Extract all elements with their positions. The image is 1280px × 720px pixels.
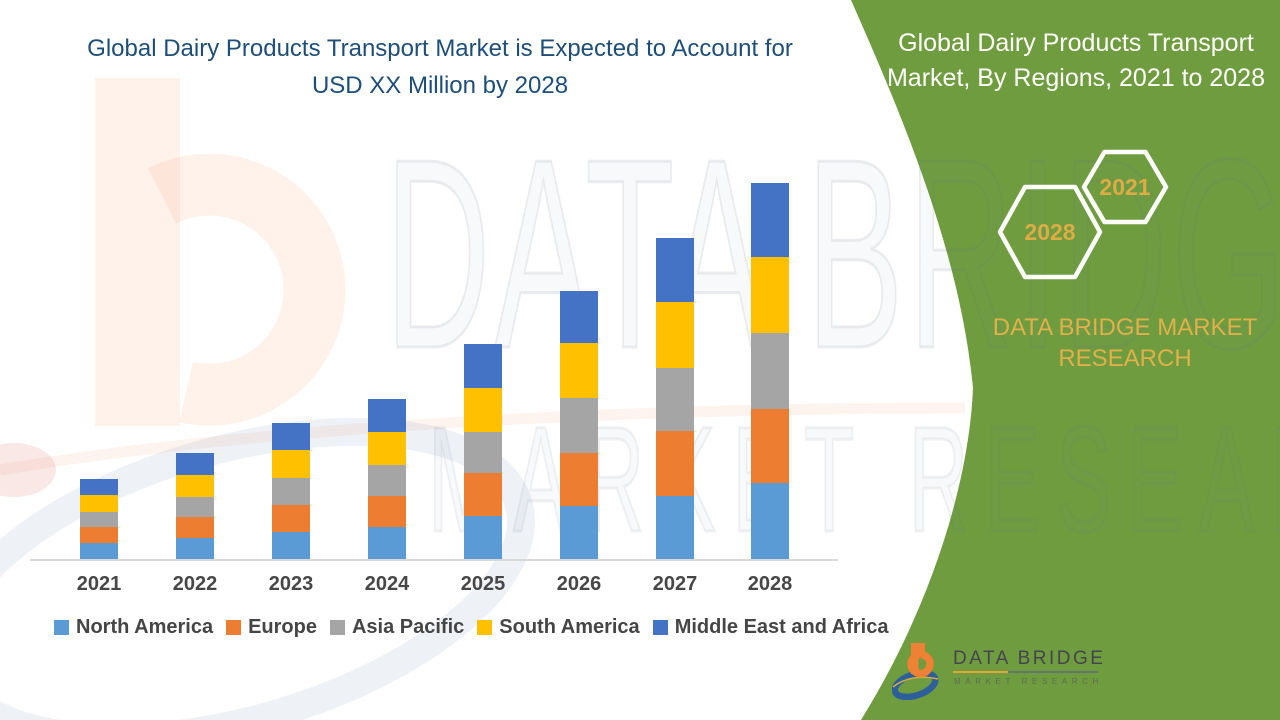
x-axis-line <box>30 559 838 561</box>
bar-segment-2023-asia-pacific <box>272 478 310 505</box>
watermark-logo-dot <box>0 443 56 497</box>
legend-label: Asia Pacific <box>351 616 465 638</box>
x-axis-label-2028: 2028 <box>747 573 793 595</box>
bar-segment-2025-north-america <box>464 516 502 559</box>
legend-item-asia-pacific: Asia Pacific <box>329 616 465 639</box>
x-axis-label-2023: 2023 <box>268 573 314 595</box>
bar-segment-2022-north-america <box>176 538 214 559</box>
x-axis-label-2022: 2022 <box>172 573 218 595</box>
legend-item-north-america: North America <box>54 616 213 639</box>
chart-title-line1: Global Dairy Products Transport Market i… <box>87 35 793 62</box>
legend-item-south-america: South America <box>477 616 640 639</box>
footer-logo-gold-line <box>892 676 939 688</box>
footer-logo-b-flag <box>911 643 925 652</box>
x-axis-label-2027: 2027 <box>652 573 698 595</box>
footer-logo-icon <box>892 643 939 700</box>
bar-segment-2021-europe <box>80 527 118 543</box>
bar-segment-2027-north-america <box>656 496 694 559</box>
chart-title: Global Dairy Products Transport Market i… <box>45 30 835 104</box>
x-axis-label-2025: 2025 <box>460 573 506 595</box>
bar-segment-2025-asia-pacific <box>464 432 502 473</box>
bar-segment-2027-south-america <box>656 302 694 368</box>
side-panel-heading: Global Dairy Products Transport Market, … <box>880 26 1272 96</box>
bar-segment-2027-asia-pacific <box>656 368 694 431</box>
bar-segment-2021-asia-pacific <box>80 512 118 527</box>
bar-segment-2023-north-america <box>272 532 310 559</box>
x-axis-label-2024: 2024 <box>364 573 410 595</box>
brand-name: DATA BRIDGE MARKET RESEARCH <box>960 312 1280 374</box>
bar-segment-2022-europe <box>176 517 214 538</box>
bar-segment-2028-europe <box>751 409 789 483</box>
bar-segment-2028-asia-pacific <box>751 333 789 409</box>
legend-swatch <box>54 620 69 635</box>
bar-segment-2026-middle-east-and-africa <box>560 291 598 343</box>
bar-segment-2027-europe <box>656 431 694 496</box>
bar-segment-2025-middle-east-and-africa <box>464 344 502 388</box>
legend-swatch <box>329 620 345 635</box>
hexagon-2028 <box>997 184 1103 280</box>
bar-segment-2022-middle-east-and-africa <box>176 453 214 475</box>
bar-segment-2021-north-america <box>80 543 118 559</box>
legend-label: South America <box>499 616 640 638</box>
bar-segment-2026-europe <box>560 453 598 506</box>
bar-segment-2022-south-america <box>176 475 214 497</box>
bar-segment-2025-europe <box>464 473 502 516</box>
bar-segment-2028-north-america <box>751 483 789 559</box>
bar-segment-2024-europe <box>368 496 406 527</box>
bar-segment-2026-asia-pacific <box>560 398 598 453</box>
footer-logo-b-bowl <box>907 650 934 678</box>
legend-label: Europe <box>248 616 317 638</box>
brand-name-line1: DATA BRIDGE MARKET <box>992 314 1258 341</box>
legend-item-middle-east-and-africa: Middle East and Africa <box>652 616 889 639</box>
watermark-logo-swoosh-line <box>0 402 966 476</box>
bar-segment-2025-south-america <box>464 388 502 432</box>
legend-swatch <box>477 620 493 635</box>
bar-segment-2026-south-america <box>560 343 598 398</box>
bar-segment-2024-asia-pacific <box>368 465 406 496</box>
bar-segment-2022-asia-pacific <box>176 497 214 517</box>
legend-item-europe: Europe <box>226 616 317 639</box>
footer-logo-name: DATA BRIDGE <box>953 648 1106 669</box>
bar-segment-2024-middle-east-and-africa <box>368 399 406 432</box>
bar-segment-2024-north-america <box>368 527 406 559</box>
hexagon-2021-label: 2021 <box>1099 174 1150 200</box>
bar-segment-2026-north-america <box>560 506 598 559</box>
legend-label: Middle East and Africa <box>674 616 889 638</box>
bar-segment-2023-south-america <box>272 450 310 478</box>
watermark-logo-stem <box>95 78 180 426</box>
footer-logo-subtitle: MARKET RESEARCH <box>954 677 1103 686</box>
bar-segment-2028-middle-east-and-africa <box>751 183 789 257</box>
bar-segment-2027-middle-east-and-africa <box>656 238 694 302</box>
hexagon-badges: 2028 2021 <box>997 149 1169 280</box>
bar-segment-2024-south-america <box>368 432 406 465</box>
x-axis-label-2026: 2026 <box>556 573 602 595</box>
side-panel-heading-line1: Global Dairy Products Transport <box>898 29 1254 57</box>
x-axis-label-2021: 2021 <box>76 573 122 595</box>
hexagon-2028-label: 2028 <box>1024 219 1075 245</box>
legend-label: North America <box>76 616 214 638</box>
brand-name-line2: RESEARCH <box>1058 345 1192 372</box>
hexagon-2021 <box>1081 149 1169 225</box>
chart-title-line2: USD XX Million by 2028 <box>311 72 569 99</box>
side-panel-shape <box>851 0 1280 720</box>
bar-segment-2028-south-america <box>751 257 789 333</box>
watermark-logo-bowl <box>148 153 346 426</box>
bar-segment-2023-middle-east-and-africa <box>272 423 310 450</box>
chart-legend: North America Europe Asia Pacific South Ame… <box>54 616 888 639</box>
bar-segment-2023-europe <box>272 505 310 532</box>
bar-segment-2021-south-america <box>80 495 118 512</box>
footer-logo-underline <box>953 671 1098 673</box>
legend-swatch <box>226 620 242 635</box>
legend-swatch <box>652 620 668 635</box>
side-panel-heading-line2: Market, By Regions, 2021 to 2028 <box>886 64 1265 92</box>
bar-segment-2021-middle-east-and-africa <box>80 479 118 495</box>
